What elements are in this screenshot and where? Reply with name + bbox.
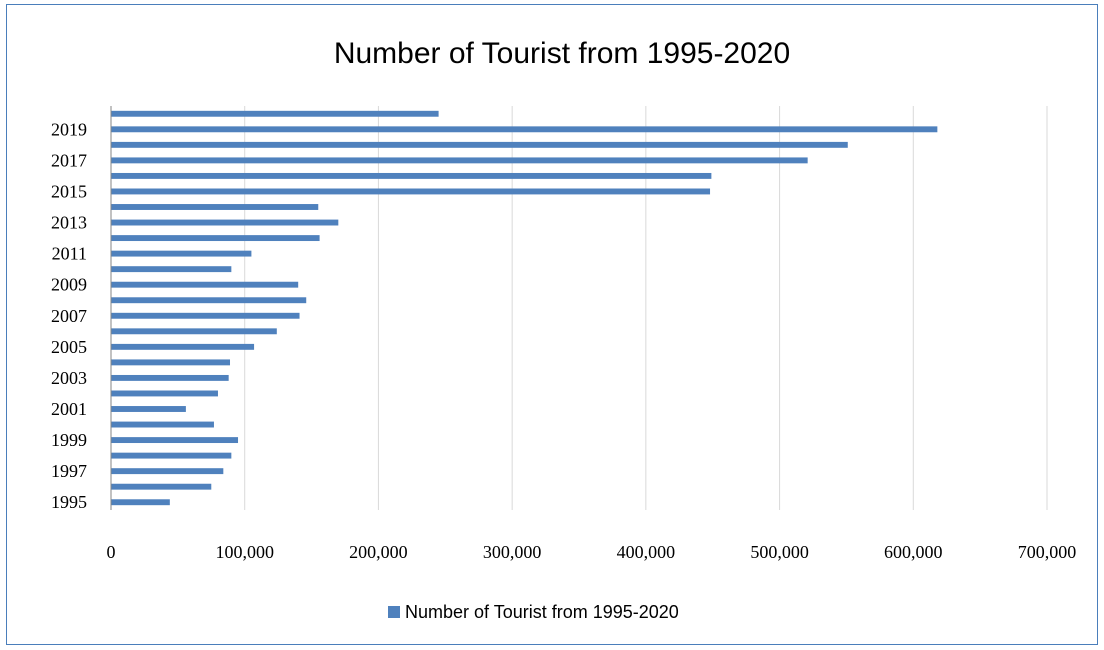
bar-2013 — [111, 219, 339, 226]
y-tick-label: 2017 — [51, 150, 87, 170]
bar-2009 — [111, 281, 299, 288]
chart-title: Number of Tourist from 1995-2020 — [334, 37, 790, 70]
y-tick-label: 2019 — [51, 119, 87, 139]
y-tick-label: 2015 — [51, 181, 87, 201]
legend-label: Number of Tourist from 1995-2020 — [405, 602, 679, 622]
y-tick-labels: 1995 1997 1999 2001 2003 2005 2007 2009 2011 2013… — [51, 119, 87, 512]
gridlines — [244, 106, 1048, 510]
bar-2010 — [111, 266, 232, 273]
bar-2006 — [111, 328, 277, 335]
y-tick-label: 2003 — [51, 368, 87, 388]
legend: Number of Tourist from 1995-2020 — [388, 602, 679, 622]
bar-2000 — [111, 421, 214, 428]
bar-2003 — [111, 374, 229, 381]
bar-1999 — [111, 437, 239, 444]
bar-2020 — [111, 110, 439, 117]
bar-2008 — [111, 297, 307, 304]
bar-2001 — [111, 406, 186, 412]
y-tick-label: 2005 — [51, 337, 87, 357]
x-tick-label: 300,000 — [483, 542, 542, 562]
x-tick-label: 700,000 — [1018, 542, 1077, 562]
x-tick-label: 500,000 — [750, 542, 809, 562]
bar-2004 — [111, 359, 231, 366]
chart-svg: Number of Tourist from 1995-2020 1995199… — [51, 37, 1077, 622]
bar-2017 — [111, 157, 808, 164]
y-tick-label: 2001 — [51, 399, 87, 419]
bar-2016 — [111, 172, 712, 179]
bar-2005 — [111, 343, 255, 350]
bar-1998 — [111, 452, 232, 459]
y-tick-label: 1999 — [51, 430, 87, 450]
bars — [111, 110, 938, 506]
x-tick-label: 400,000 — [617, 542, 676, 562]
bar-2015 — [111, 188, 711, 195]
x-tick-label: 200,000 — [349, 542, 408, 562]
bar-1995 — [111, 499, 170, 506]
bar-2019 — [111, 126, 938, 133]
bar-2002 — [111, 390, 218, 397]
bar-2007 — [111, 312, 300, 319]
chart-frame: Number of Tourist from 1995-2020 1995 199… — [6, 4, 1098, 645]
x-tick-labels: 0 100,000 200,000 300,000 400,000 500,000 600,… — [107, 542, 1077, 562]
y-tick-label: 2011 — [52, 244, 87, 264]
y-tick-label: 2009 — [51, 275, 87, 295]
y-tick-label: 2013 — [51, 213, 87, 233]
bar-2011 — [111, 250, 252, 257]
bar-2012 — [111, 235, 320, 242]
x-tick-label: 100,000 — [215, 542, 274, 562]
bar-2014 — [111, 204, 319, 210]
bar-1996 — [111, 483, 212, 490]
legend-swatch — [388, 606, 400, 618]
x-tick-label: 600,000 — [884, 542, 943, 562]
y-tick-label: 2007 — [51, 306, 87, 326]
y-tick-label: 1997 — [51, 461, 87, 481]
bar-1997 — [111, 468, 224, 475]
bar-2018 — [111, 141, 848, 148]
x-tick-label: 0 — [107, 542, 116, 562]
y-tick-label: 1995 — [51, 492, 87, 512]
